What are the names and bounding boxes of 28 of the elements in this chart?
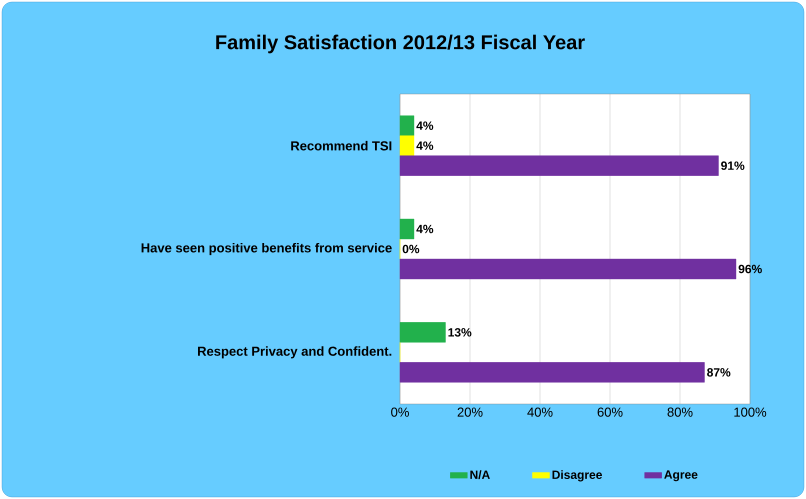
legend-label: Agree — [664, 470, 698, 482]
data-label: 4% — [416, 121, 434, 130]
bar — [400, 362, 705, 383]
data-label: 91% — [721, 161, 744, 170]
x-tick-label: 60% — [598, 408, 623, 417]
x-tick-label: 20% — [458, 408, 483, 417]
data-label: 4% — [416, 224, 434, 234]
bar — [400, 155, 719, 176]
y-tick-label: Have seen positive benefits from service — [142, 242, 392, 256]
legend-label: N/A — [470, 470, 490, 480]
bar — [400, 115, 414, 136]
bar — [400, 135, 414, 156]
data-label: 87% — [707, 368, 730, 377]
data-label: 0% — [402, 244, 420, 254]
bar — [400, 218, 414, 240]
bar — [400, 322, 446, 343]
y-tick-label: Recommend TSI — [291, 140, 392, 150]
legend-label: Disagree — [552, 470, 602, 482]
data-label: 96% — [738, 264, 762, 274]
y-tick-label: Respect Privacy and Confident. — [198, 346, 392, 358]
x-tick-label: 40% — [527, 408, 553, 417]
bar — [400, 258, 736, 280]
data-label: 13% — [448, 328, 472, 337]
data-label: 4% — [416, 141, 434, 150]
chart-title: Family Satisfaction 2012/13 Fiscal Year — [216, 34, 585, 54]
x-tick-label: 100% — [734, 408, 766, 417]
x-tick-label: 0% — [391, 408, 409, 417]
x-tick-label: 80% — [668, 408, 693, 417]
